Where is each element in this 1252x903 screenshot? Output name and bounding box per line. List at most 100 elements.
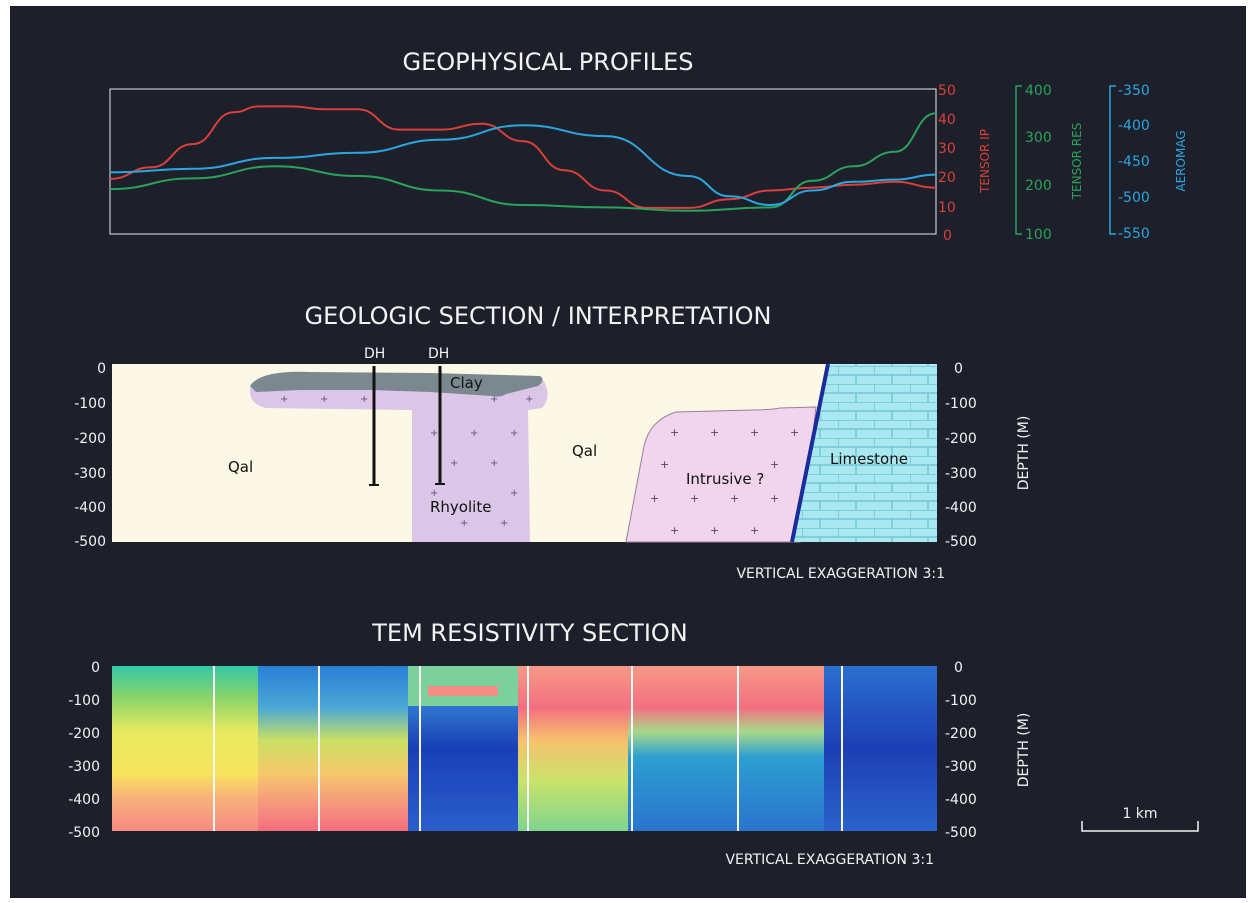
svg-text:+: +: [670, 426, 679, 439]
tem-shallow-conductor: [428, 686, 498, 696]
tensor-res-axis: 400 300 200 100 TENSOR RES: [1015, 83, 1084, 243]
profiles-title: GEOPHYSICAL PROFILES: [402, 48, 693, 76]
qal-label-left: Qal: [228, 458, 253, 476]
tem-left-tick: 0: [91, 660, 100, 676]
svg-text:+: +: [710, 524, 719, 537]
geologic-exaggeration: VERTICAL EXAGGERATION 3:1: [736, 566, 945, 582]
svg-text:+: +: [510, 428, 518, 439]
drillhole-label-2: DH: [428, 346, 449, 362]
tem-left-tick: -100: [68, 693, 100, 709]
tem-block: [518, 666, 628, 831]
intrusive-texture: + + + + + + + + + + + + +: [650, 426, 799, 537]
svg-text:+: +: [510, 488, 518, 499]
geologic-left-tick: 0: [97, 361, 106, 377]
geologic-left-tick: -300: [74, 466, 106, 482]
clay-label: Clay: [450, 374, 483, 392]
tem-title: TEM RESISTIVITY SECTION: [371, 619, 687, 647]
geologic-right-tick: -500: [945, 534, 977, 550]
aeromag-axis: -350 -400 -450 -500 -550 AEROMAG: [1109, 83, 1188, 242]
tensor-ip-line: [109, 105, 937, 209]
tem-depth-label: DEPTH (M): [1016, 713, 1032, 788]
tensor-ip-label: TENSOR IP: [978, 129, 992, 194]
geologic-right-tick: -300: [945, 466, 977, 482]
fault-line: [790, 363, 830, 543]
geologic-depth-label: DEPTH (M): [1016, 416, 1032, 491]
figure-board: GEOPHYSICAL PROFILES 50 40 30 20 10 0 TE…: [10, 6, 1246, 898]
tem-section: [112, 666, 937, 831]
figure-canvas: GEOPHYSICAL PROFILES 50 40 30 20 10 0 TE…: [68, 48, 1199, 868]
tem-right-tick: -500: [945, 825, 977, 841]
limestone-body: [792, 364, 937, 542]
rhyolite-label: Rhyolite: [430, 498, 491, 516]
tem-station-lines: [213, 666, 843, 831]
tensor-res-line: [109, 112, 937, 212]
tem-block: [824, 666, 937, 831]
svg-text:+: +: [450, 458, 458, 469]
intrusive-label: Intrusive ?: [686, 470, 764, 488]
tensor-ip-tick: 40: [938, 112, 956, 128]
svg-text:+: +: [750, 524, 759, 537]
svg-text:+: +: [460, 518, 468, 529]
profile-lines: [109, 105, 937, 212]
tem-right-tick: 0: [954, 660, 963, 676]
limestone-label: Limestone: [830, 450, 908, 468]
tensor-ip-tick: 10: [938, 200, 956, 216]
tensor-res-bracket: [1015, 85, 1022, 235]
aeromag-tick: -550: [1118, 226, 1150, 242]
rhyolite-texture: + + + + + + + + + + + + + +: [280, 394, 533, 529]
svg-text:+: +: [430, 428, 438, 439]
svg-text:+: +: [490, 458, 498, 469]
tem-left-tick: -300: [68, 759, 100, 775]
geologic-right-tick: 0: [954, 361, 963, 377]
tem-left-axis: 0 -100 -200 -300 -400 -500: [68, 660, 100, 841]
aeromag-line: [109, 124, 937, 207]
profiles-plot-frame: [109, 88, 937, 235]
tem-right-tick: -400: [945, 792, 977, 808]
tensor-ip-tick: 20: [938, 170, 956, 186]
geologic-right-tick: -100: [945, 396, 977, 412]
clay-layer: [250, 371, 543, 397]
tensor-ip-tick: 30: [938, 141, 956, 157]
svg-text:+: +: [490, 394, 498, 405]
drillhole-label-1: DH: [364, 346, 385, 362]
geologic-left-axis: 0 -100 -200 -300 -400 -500: [74, 361, 106, 550]
tensor-ip-tick: 0: [943, 228, 952, 244]
scale-bar: 1 km: [1081, 806, 1199, 832]
aeromag-tick: -400: [1118, 118, 1150, 134]
geologic-left-tick: -100: [74, 396, 106, 412]
tem-right-tick: -200: [945, 726, 977, 742]
scale-bar-label: 1 km: [1122, 806, 1157, 822]
aeromag-tick: -500: [1118, 190, 1150, 206]
geologic-right-tick: -200: [945, 431, 977, 447]
tem-left-tick: -200: [68, 726, 100, 742]
svg-text:+: +: [670, 524, 679, 537]
svg-text:+: +: [280, 394, 288, 405]
svg-text:+: +: [770, 492, 779, 505]
svg-text:+: +: [650, 492, 659, 505]
aeromag-label: AEROMAG: [1174, 130, 1188, 191]
rhyolite-body: [249, 378, 548, 542]
svg-text:+: +: [470, 428, 478, 439]
svg-text:+: +: [710, 426, 719, 439]
tensor-ip-tick: 50: [938, 83, 956, 99]
tensor-ip-axis: 50 40 30 20 10 0 TENSOR IP: [938, 83, 992, 244]
tem-block: [112, 666, 258, 831]
svg-text:+: +: [730, 492, 739, 505]
aeromag-tick: -350: [1118, 83, 1150, 99]
svg-text:+: +: [525, 394, 533, 405]
qal-label-right: Qal: [572, 442, 597, 460]
geologic-title: GEOLOGIC SECTION / INTERPRETATION: [305, 302, 772, 330]
tensor-res-tick: 200: [1025, 178, 1052, 194]
tem-right-tick: -100: [945, 693, 977, 709]
aeromag-tick: -450: [1118, 154, 1150, 170]
tensor-res-tick: 400: [1025, 83, 1052, 99]
tem-block: [258, 666, 408, 831]
tem-block: [628, 666, 824, 831]
tem-exaggeration: VERTICAL EXAGGERATION 3:1: [725, 852, 934, 868]
svg-text:+: +: [500, 518, 508, 529]
geologic-right-tick: -400: [945, 500, 977, 516]
svg-text:+: +: [770, 458, 779, 471]
geologic-left-tick: -400: [74, 500, 106, 516]
tem-right-axis: 0 -100 -200 -300 -400 -500: [945, 660, 977, 841]
tem-right-tick: -300: [945, 759, 977, 775]
